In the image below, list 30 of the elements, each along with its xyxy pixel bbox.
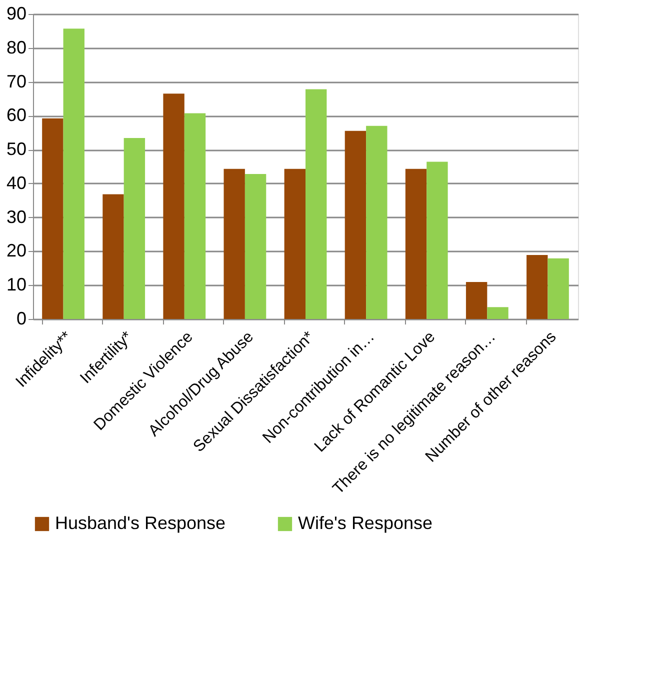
bar — [63, 28, 84, 319]
bar — [366, 126, 388, 319]
y-tick-label: 20 — [6, 240, 26, 261]
y-tick-label: 30 — [6, 206, 26, 227]
y-tick-label: 80 — [6, 37, 26, 58]
y-tick-label: 0 — [16, 308, 26, 328]
y-tick-label: 70 — [6, 71, 26, 92]
y-tick-label: 60 — [6, 105, 26, 126]
bar — [426, 162, 448, 319]
bar — [102, 194, 124, 319]
y-tick-label: 50 — [6, 139, 26, 160]
legend-label: Wife's Response — [298, 513, 432, 533]
legend-label: Husband's Response — [55, 513, 226, 533]
bar — [42, 118, 64, 319]
bar — [466, 282, 488, 319]
bar — [284, 168, 306, 319]
bar — [224, 168, 245, 319]
bar — [163, 94, 184, 319]
bar — [184, 113, 206, 319]
bar — [306, 89, 327, 319]
bar — [344, 130, 366, 319]
y-tick-label: 10 — [6, 274, 26, 295]
bar — [124, 138, 146, 319]
bar — [244, 174, 266, 319]
bar — [526, 254, 548, 319]
bar — [405, 168, 427, 319]
y-tick-label: 40 — [6, 172, 26, 193]
bar — [487, 307, 508, 319]
bar — [548, 258, 569, 319]
y-tick-label: 90 — [6, 4, 26, 24]
